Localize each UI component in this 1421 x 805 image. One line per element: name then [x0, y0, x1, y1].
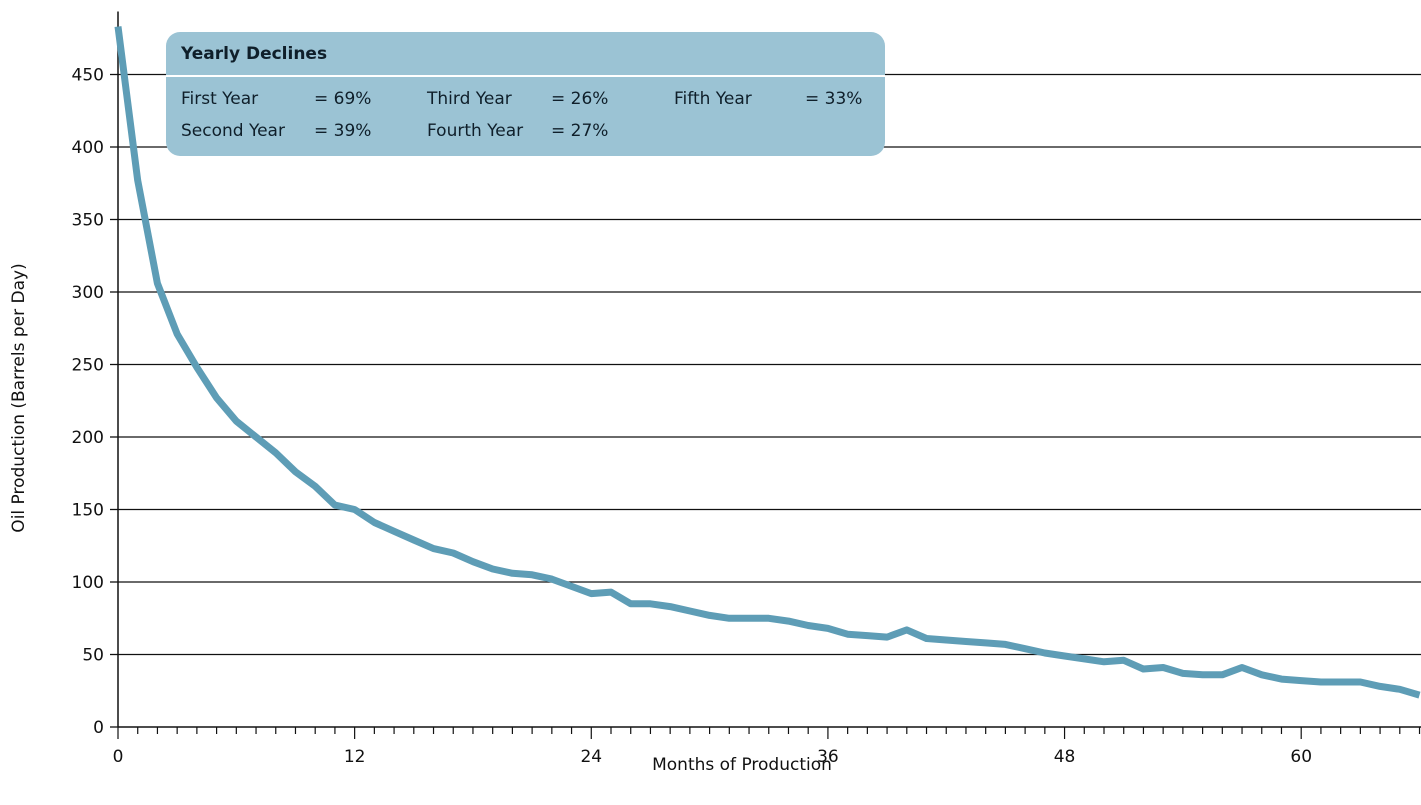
y-tick-label: 450 [72, 66, 104, 86]
legend-item-value: = 26% [551, 89, 609, 109]
y-axis-title: Oil Production (Barrels per Day) [9, 263, 29, 532]
legend-item-value: = 39% [314, 121, 372, 141]
x-tick-label: 24 [580, 747, 602, 767]
legend-item-label: Fifth Year [674, 89, 752, 109]
legend-item-label: Third Year [427, 89, 512, 109]
legend-divider [166, 75, 885, 77]
y-tick-label: 0 [93, 718, 104, 738]
y-tick-label: 250 [72, 356, 104, 376]
y-tick-label: 50 [82, 646, 104, 666]
x-tick-label: 0 [113, 747, 124, 767]
grid-layer [118, 73, 1421, 656]
y-tick-label: 100 [72, 573, 104, 593]
production-series-line [114, 26, 1421, 699]
legend-item-value: = 69% [314, 89, 372, 109]
y-tick-label: 150 [72, 501, 104, 521]
legend-item-value: = 33% [805, 89, 863, 109]
label-layer: 0 50 100 150 200 250 300 350 400 450 0 12 24 36 48 60 [72, 66, 1312, 768]
legend-item-label: Fourth Year [427, 121, 524, 141]
y-tick-label: 400 [72, 138, 104, 158]
legend-item-value: = 27% [551, 121, 609, 141]
axis-layer [110, 11, 1421, 739]
x-tick-label: 48 [1054, 747, 1076, 767]
yearly-declines-legend: Yearly Declines First Year = 69% Second … [166, 32, 885, 156]
y-tick-label: 200 [72, 428, 104, 448]
y-tick-label: 300 [72, 283, 104, 303]
x-tick-label: 12 [344, 747, 366, 767]
x-tick-label: 36 [817, 747, 839, 767]
legend-item-label: First Year [181, 89, 259, 109]
y-tick-label: 350 [72, 211, 104, 231]
legend-title: Yearly Declines [181, 44, 328, 64]
x-axis-title: Months of Production [652, 755, 832, 775]
x-tick-label: 60 [1290, 747, 1312, 767]
legend-item-label: Second Year [181, 121, 285, 141]
series-layer [114, 26, 1421, 699]
